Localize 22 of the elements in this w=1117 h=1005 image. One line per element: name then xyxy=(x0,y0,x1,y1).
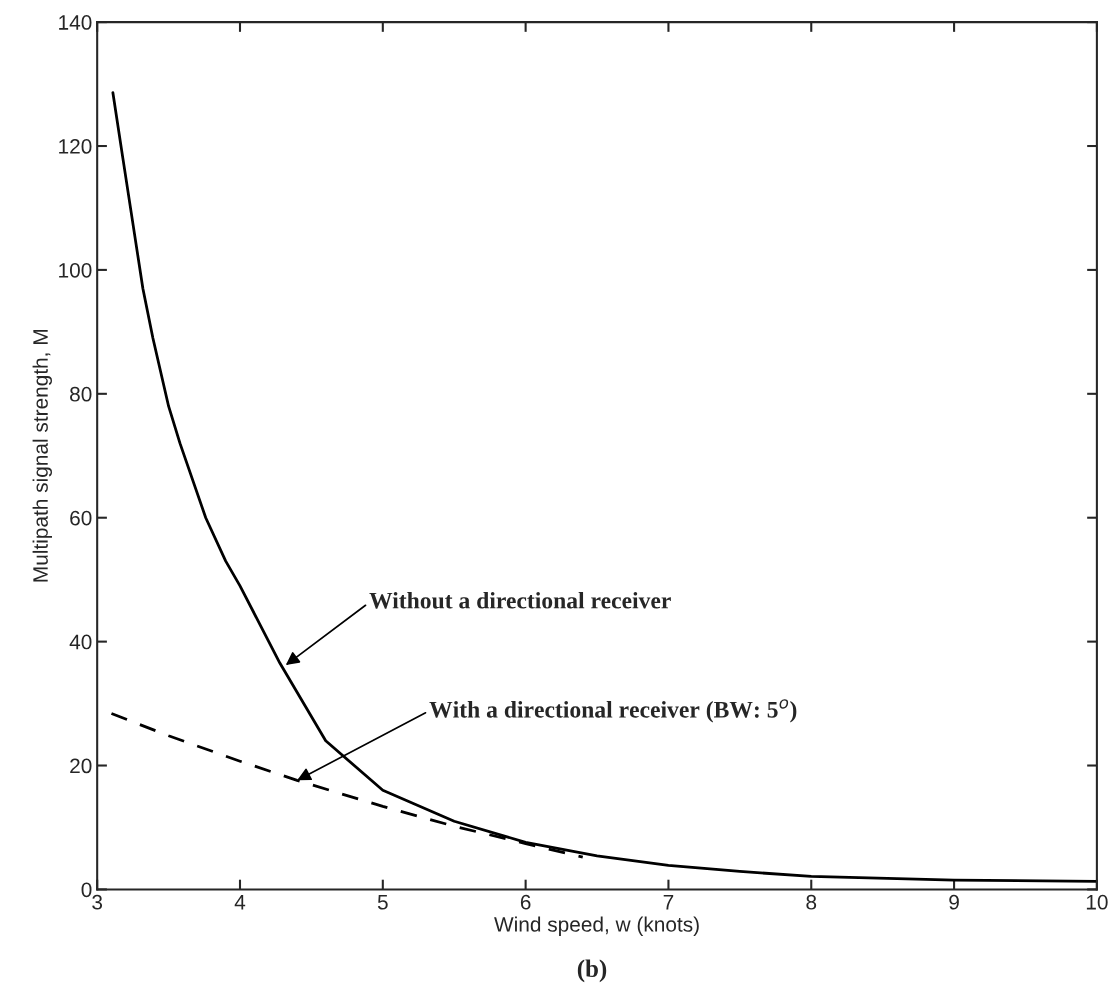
annotation: Without a directional receiver xyxy=(369,591,671,609)
y-tick-label: 120 xyxy=(59,139,92,154)
x-tick-label: 3 xyxy=(92,894,103,910)
y-tick-label: 100 xyxy=(59,262,92,278)
x-tick-label: 7 xyxy=(663,895,674,910)
y-axis-title: Multipath signal strength, M xyxy=(32,330,53,582)
text: (b) xyxy=(577,959,607,983)
y-tick-label: 40 xyxy=(69,634,92,650)
x-tick-label: 9 xyxy=(949,894,959,910)
y-tick-label: 60 xyxy=(70,510,92,526)
x-tick-label: 10 xyxy=(1086,894,1108,910)
y-tick-label: 0 xyxy=(81,882,92,898)
x-tick-label: 5 xyxy=(377,895,388,910)
y-tick-label: 80 xyxy=(70,386,92,402)
y-tick-label: 20 xyxy=(70,758,92,774)
x-tick-label: 8 xyxy=(806,894,817,910)
line-series xyxy=(111,91,1097,883)
x-axis-title: Wind speed, w (knots) xyxy=(494,916,699,936)
y-tick-label: 140 xyxy=(59,15,92,30)
x-tick-label: 6 xyxy=(520,894,531,910)
annotation: With a directional receiver (BW: 5$^{o}$) xyxy=(429,699,797,723)
x-tick-label: 4 xyxy=(234,895,246,910)
